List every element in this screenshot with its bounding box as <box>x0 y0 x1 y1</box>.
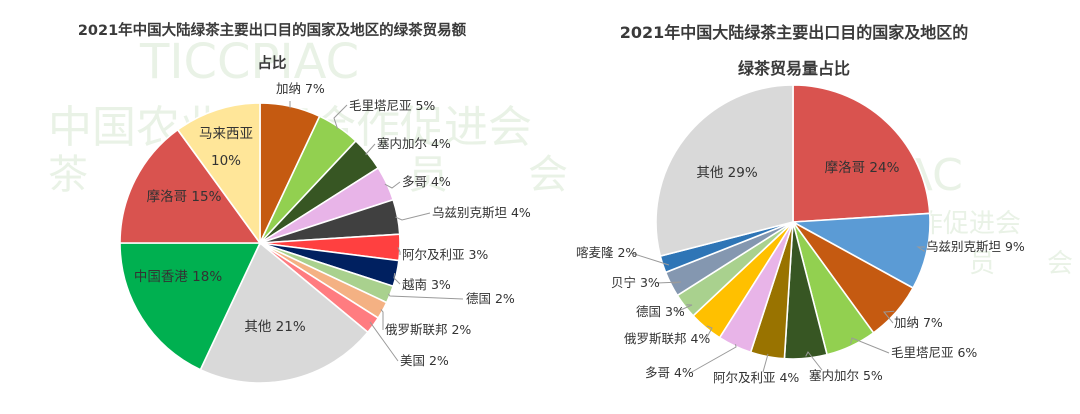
chart-2-leader-lines <box>630 246 926 374</box>
chart-2-slice-label: 摩洛哥 24% <box>825 159 900 176</box>
chart-1-slice-label: 毛里塔尼亚 5% <box>349 98 435 113</box>
chart-2-slice-label: 俄罗斯联邦 4% <box>624 331 710 346</box>
chart-1-slice <box>199 241 369 384</box>
chart-2-slice-label: 多哥 4% <box>645 365 694 380</box>
chart-1-slice-label: 德国 2% <box>466 291 515 306</box>
chart-1-slice <box>176 102 261 246</box>
chart-1-labels: 加纳 7% 毛里塔尼亚 5% 塞内加尔 4% 多哥 4% 乌兹别克斯坦 4% 阿尔及利亚 … <box>134 81 531 368</box>
chart-1-slice-label: 美国 2% <box>400 353 449 368</box>
chart-2-slice-label: 贝宁 3% <box>611 275 660 290</box>
chart-2-leader-line <box>630 252 670 266</box>
chart-1-leader-lines <box>289 101 464 362</box>
chart-2-slice <box>655 84 794 258</box>
chart-1-slice-label: 乌兹别克斯坦 4% <box>432 205 531 220</box>
chart-1-leader-line <box>365 143 376 156</box>
chart-2-leader-line <box>705 325 713 340</box>
chart-1-slice-label: 多哥 4% <box>402 174 451 189</box>
watermark-latin-left: TICCPIAC <box>139 34 359 90</box>
chart-2-slice-label: 阿尔及利亚 4% <box>713 370 799 385</box>
chart-2-slice-label: 毛里塔尼亚 6% <box>891 345 977 360</box>
chart-2-slice-label: 乌兹别克斯坦 9% <box>926 239 1025 254</box>
chart-1-leader-line <box>333 104 348 130</box>
chart-1-leader-line <box>397 247 401 255</box>
chart-1-title-line-2: 占比 <box>258 54 287 72</box>
chart-2-leader-line <box>689 344 737 374</box>
chart-2-slice-label: 塞内加尔 5% <box>809 368 883 383</box>
chart-1-slice-label: 摩洛哥 15% <box>147 188 222 205</box>
chart-1-slice-label: 加纳 7% <box>276 81 325 96</box>
chart-1-leader-line <box>380 309 384 330</box>
chart-2-leader-line <box>849 337 890 354</box>
chart-2-leader-line <box>656 281 682 284</box>
chart-1-slice-label: 阿尔及利亚 3% <box>402 247 488 262</box>
chart-1-slice-label: 塞内加尔 4% <box>377 136 451 151</box>
chart-1-leader-line <box>395 212 431 221</box>
chart-2-leader-line <box>916 246 926 252</box>
chart-1-slice-label: 俄罗斯联邦 2% <box>385 322 471 337</box>
chart-2-leader-line <box>805 351 823 371</box>
chart-1-slice-label: 中国香港 18% <box>134 269 222 285</box>
chart-2-slices <box>655 84 931 360</box>
chart-2-labels: 摩洛哥 24% 乌兹别克斯坦 9% 加纳 7% 毛里塔尼亚 6% 塞内加尔 5% 阿尔及利… <box>576 159 1025 385</box>
chart-2-slice-label: 其他 29% <box>696 165 757 181</box>
chart-1-leader-line <box>387 293 464 300</box>
chart-1-slice-label: 马来西亚 10% <box>199 126 253 169</box>
chart-2-slice-label: 喀麦隆 2% <box>576 245 637 260</box>
trade-volume-pie-chart: 2021年中国大陆绿茶主要出口目的国家及地区的 绿茶贸易量占比 摩洛哥 24% 乌… <box>576 23 1025 385</box>
chart-2-title-line-2: 绿茶贸易量占比 <box>738 59 850 78</box>
chart-1-slice-label: 越南 3% <box>402 277 451 292</box>
chart-2-leader-line <box>675 304 693 313</box>
chart-2-leader-line <box>762 353 769 373</box>
chart-2-title-line-1: 2021年中国大陆绿茶主要出口目的国家及地区的 <box>620 23 969 42</box>
chart-1-leader-line <box>369 321 399 362</box>
chart-1-slice-label: 其他 21% <box>244 319 305 335</box>
chart-1-title-line-1: 2021年中国大陆绿茶主要出口目的国家及地区的绿茶贸易额 <box>78 21 467 39</box>
chart-1-leader-line <box>393 273 401 285</box>
chart-2-slice-label: 德国 3% <box>636 304 685 319</box>
chart-2-slice-label: 加纳 7% <box>894 315 943 330</box>
chart-1-leader-line <box>384 181 401 189</box>
chart-2-leader-line <box>883 310 895 324</box>
chart-2-slice <box>792 84 931 223</box>
trade-value-pie-chart: 2021年中国大陆绿茶主要出口目的国家及地区的绿茶贸易额 占比 加纳 7% 毛里塔… <box>78 21 531 384</box>
chart-1-slices <box>119 102 401 384</box>
chart-1-slice <box>119 242 262 371</box>
chart-1-slice <box>119 128 262 244</box>
